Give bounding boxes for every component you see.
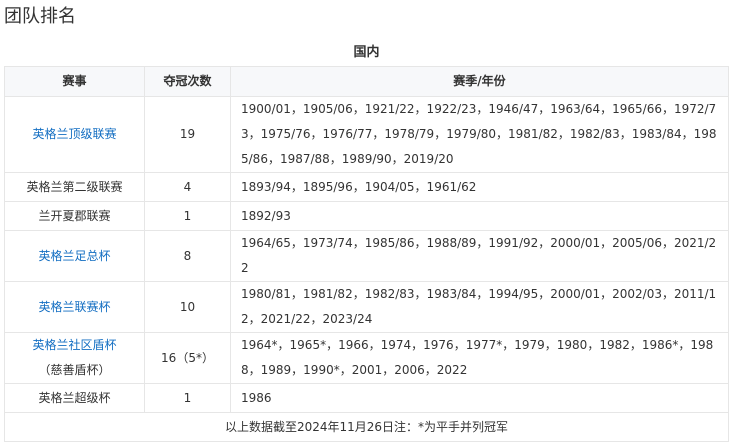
count-cell: 8: [144, 230, 231, 282]
seasons-cell: 1892/93: [230, 201, 729, 231]
table-footnote: 以上数据截至2024年11月26日注：*为平手并列冠军: [4, 412, 729, 442]
event-cell: 英格兰联赛杯: [4, 281, 145, 333]
event-cell: 兰开夏郡联赛: [4, 201, 145, 231]
seasons-cell: 1964/65，1973/74，1985/86，1988/89，1991/92，…: [230, 230, 729, 282]
table-row: 英格兰足总杯 8 1964/65，1973/74，1985/86，1988/89，1…: [4, 230, 729, 282]
count-cell: 1: [144, 201, 231, 231]
event-link[interactable]: 英格兰联赛杯: [38, 299, 111, 314]
table-row: 英格兰社区盾杯 （慈善盾杯） 16（5*） 1964*，1965*，1966，1974…: [4, 332, 729, 384]
page-title: 团队排名: [4, 6, 76, 27]
table-row: 英格兰联赛杯 10 1980/81，1981/82，1982/83，1983/84，…: [4, 281, 729, 333]
event-name: 兰开夏郡联赛: [38, 208, 111, 223]
event-link[interactable]: 英格兰社区盾杯: [32, 338, 117, 352]
table-row: 兰开夏郡联赛 1 1892/93: [4, 201, 729, 231]
seasons-cell: 1893/94，1895/96，1904/05，1961/62: [230, 172, 729, 202]
table-row: 英格兰顶级联赛 19 1900/01，1905/06，1921/22，1922/23…: [4, 96, 729, 173]
event-cell: 英格兰顶级联赛: [4, 96, 145, 173]
table-row: 英格兰第二级联赛 4 1893/94，1895/96，1904/05，1961/62: [4, 172, 729, 202]
event-link[interactable]: 英格兰顶级联赛: [32, 127, 117, 141]
event-link[interactable]: 英格兰足总杯: [38, 248, 111, 263]
header-event: 赛事: [4, 66, 145, 97]
table-row: 英格兰超级杯 1 1986: [4, 383, 729, 413]
table-caption: 国内: [353, 45, 380, 60]
event-cell: 英格兰超级杯: [4, 383, 145, 413]
event-cell: 英格兰社区盾杯 （慈善盾杯）: [4, 332, 145, 384]
seasons-cell: 1986: [230, 383, 729, 413]
event-name: 英格兰超级杯: [38, 390, 111, 405]
count-cell: 19: [144, 96, 231, 173]
event-cell: 英格兰第二级联赛: [4, 172, 145, 202]
honors-table: 赛事 夺冠次数 赛季/年份 英格兰顶级联赛 19 1900/01，1905/06，1…: [4, 66, 729, 442]
header-count: 夺冠次数: [144, 66, 231, 97]
header-seasons: 赛季/年份: [230, 66, 729, 97]
count-cell: 16（5*）: [144, 332, 231, 384]
event-cell: 英格兰足总杯: [4, 230, 145, 282]
event-sub-link[interactable]: （慈善盾杯）: [38, 363, 111, 377]
seasons-cell: 1900/01，1905/06，1921/22，1922/23，1946/47，…: [230, 96, 729, 173]
event-name: 英格兰第二级联赛: [26, 179, 123, 194]
seasons-cell: 1980/81，1981/82，1982/83，1983/84，1994/95，…: [230, 281, 729, 333]
count-cell: 1: [144, 383, 231, 413]
seasons-cell: 1964*，1965*，1966，1974，1976，1977*，1979，19…: [230, 332, 729, 384]
count-cell: 4: [144, 172, 231, 202]
count-cell: 10: [144, 281, 231, 333]
